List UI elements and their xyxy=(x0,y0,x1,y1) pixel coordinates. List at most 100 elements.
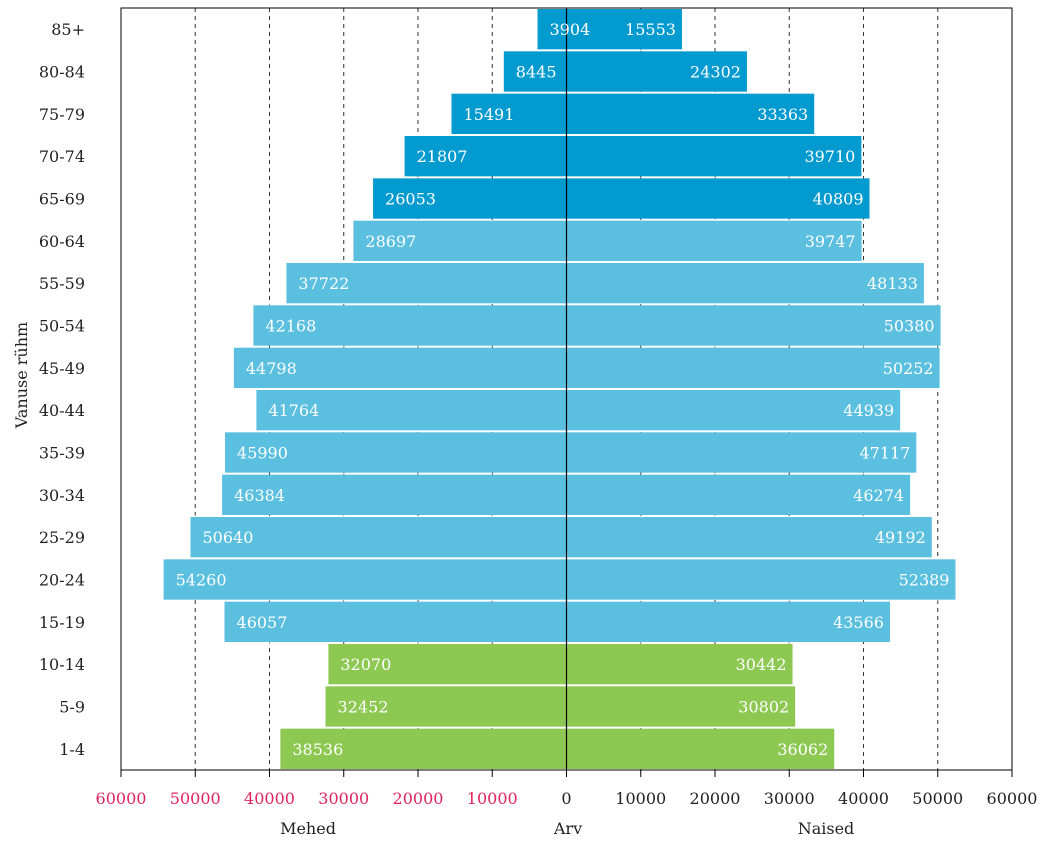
category-label: 35-39 xyxy=(39,444,85,463)
data-label-naised: 47117 xyxy=(859,444,910,463)
category-label: 60-64 xyxy=(39,232,85,251)
data-label-mehed: 42168 xyxy=(265,317,316,336)
category-label: 45-49 xyxy=(39,359,85,378)
x-tick-label-right: 10000 xyxy=(615,789,666,808)
data-label-naised: 52389 xyxy=(899,571,950,590)
bar-mehed xyxy=(404,136,567,177)
x-tick-label-left: 30000 xyxy=(318,789,369,808)
data-label-mehed: 50640 xyxy=(202,528,253,547)
category-label: 50-54 xyxy=(39,317,85,336)
x-tick-label-left: 60000 xyxy=(96,789,147,808)
bar-naised xyxy=(566,601,890,642)
bar-mehed xyxy=(373,178,567,219)
data-label-mehed: 46384 xyxy=(234,486,285,505)
data-label-mehed: 26053 xyxy=(385,190,436,209)
bar-naised xyxy=(566,220,862,261)
data-label-mehed: 32070 xyxy=(340,655,391,674)
x-tick-label-right: 40000 xyxy=(838,789,889,808)
data-label-mehed: 32452 xyxy=(338,698,389,717)
x-tick-label-right: 0 xyxy=(561,789,571,808)
data-label-mehed: 3904 xyxy=(550,20,591,39)
category-label: 40-44 xyxy=(39,401,85,420)
bar-naised xyxy=(566,9,682,50)
category-label: 75-79 xyxy=(39,105,85,124)
data-label-mehed: 45990 xyxy=(237,444,288,463)
bar-naised xyxy=(566,136,862,177)
x-tick-label-right: 30000 xyxy=(764,789,815,808)
data-label-mehed: 44798 xyxy=(246,359,297,378)
data-label-naised: 39747 xyxy=(805,232,856,251)
bar-naised xyxy=(566,263,924,304)
data-label-naised: 48133 xyxy=(867,274,918,293)
axes: 60000 50000 40000 30000 20000 10000 0 10000 2000… xyxy=(96,7,1038,808)
data-label-naised: 30442 xyxy=(736,655,787,674)
data-label-naised: 40809 xyxy=(813,190,864,209)
bar-mehed xyxy=(328,644,567,685)
bar-naised xyxy=(566,432,917,473)
data-label-naised: 43566 xyxy=(833,613,884,632)
data-label-naised: 49192 xyxy=(875,528,926,547)
bar-naised xyxy=(566,517,932,558)
data-label-naised: 30802 xyxy=(738,698,789,717)
bar-mehed xyxy=(253,305,567,346)
category-label: 30-34 xyxy=(39,486,85,505)
bar-naised xyxy=(566,390,901,431)
bar-mehed xyxy=(537,9,567,50)
category-label: 85+ xyxy=(51,20,85,39)
x-axis-title-right: Naised xyxy=(798,819,855,838)
category-label: 20-24 xyxy=(39,571,85,590)
bar-naised xyxy=(566,728,835,769)
category-label: 25-29 xyxy=(39,528,85,547)
data-label-mehed: 46057 xyxy=(237,613,288,632)
labels: 3904 15553 85+ 8445 24302 80-84 15491 33363 75-7… xyxy=(39,20,950,759)
category-label: 55-59 xyxy=(39,274,85,293)
data-label-mehed: 41764 xyxy=(268,401,319,420)
x-tick-label-left: 50000 xyxy=(170,789,221,808)
bar-mehed xyxy=(451,93,567,134)
bar-mehed xyxy=(225,432,567,473)
bar-naised xyxy=(566,474,911,515)
x-axis-title-left: Mehed xyxy=(280,819,336,838)
category-label: 80-84 xyxy=(39,63,85,82)
bar-mehed xyxy=(224,601,567,642)
bar-mehed xyxy=(280,728,567,769)
data-label-naised: 39710 xyxy=(804,147,855,166)
data-label-mehed: 37722 xyxy=(298,274,349,293)
category-label: 70-74 xyxy=(39,147,85,166)
data-label-mehed: 15491 xyxy=(463,105,514,124)
x-tick-label-right: 60000 xyxy=(987,789,1038,808)
x-axis-title-center: Arv xyxy=(553,819,582,838)
bar-mehed xyxy=(286,263,567,304)
category-label: 5-9 xyxy=(59,698,85,717)
bar-mehed xyxy=(503,51,567,92)
data-label-naised: 36062 xyxy=(777,740,828,759)
data-label-naised: 50380 xyxy=(884,317,935,336)
bar-mehed xyxy=(233,347,567,388)
data-label-naised: 33363 xyxy=(757,105,808,124)
bar-naised xyxy=(566,347,940,388)
data-label-mehed: 8445 xyxy=(516,63,557,82)
data-label-naised: 44939 xyxy=(843,401,894,420)
bar-naised xyxy=(566,51,747,92)
data-label-mehed: 38536 xyxy=(292,740,343,759)
bar-mehed xyxy=(325,686,567,727)
bar-mehed xyxy=(190,517,567,558)
bar-mehed xyxy=(353,220,567,261)
bar-mehed xyxy=(256,390,567,431)
category-label: 1-4 xyxy=(59,740,85,759)
bar-naised xyxy=(566,178,870,219)
bars xyxy=(163,9,956,769)
y-axis-title: Vanuse rühm xyxy=(12,322,31,429)
bar-naised xyxy=(566,93,815,134)
bar-naised xyxy=(566,305,941,346)
x-tick-label-left: 20000 xyxy=(393,789,444,808)
data-label-mehed: 21807 xyxy=(417,147,468,166)
data-label-naised: 46274 xyxy=(853,486,904,505)
data-label-mehed: 28697 xyxy=(365,232,416,251)
data-label-mehed: 54260 xyxy=(176,571,227,590)
bar-naised xyxy=(566,644,793,685)
x-tick-label-right: 20000 xyxy=(690,789,741,808)
bar-naised xyxy=(566,559,956,600)
bar-mehed xyxy=(163,559,567,600)
